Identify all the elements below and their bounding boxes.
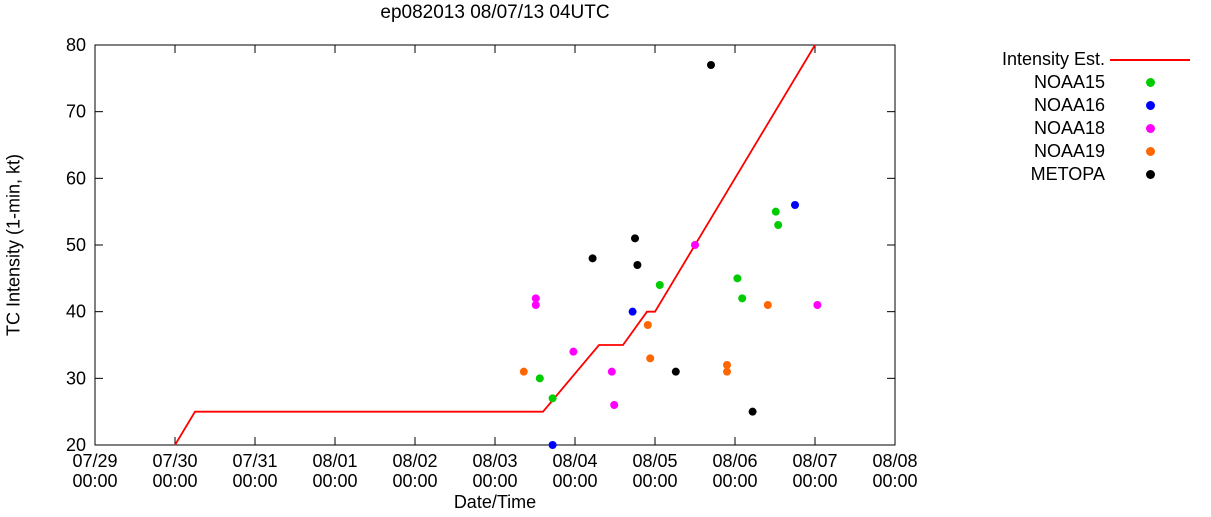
x-tick-label-date: 07/31 [232, 451, 277, 471]
plot-border [94, 44, 896, 446]
x-tick-label-date: 08/08 [872, 451, 917, 471]
scatter-point-noaa18 [610, 401, 619, 409]
y-tick-label: 40 [66, 302, 86, 322]
scatter-point-noaa19 [723, 361, 731, 369]
x-tick-label-date: 08/02 [392, 451, 437, 471]
scatter-point-noaa19 [519, 367, 528, 376]
intensity-line [174, 44, 816, 446]
legend-swatch-area [1105, 147, 1195, 156]
scatter-point-metopa [633, 261, 642, 269]
scatter-point-noaa15 [548, 394, 557, 403]
x-tick-label-time: 00:00 [712, 471, 757, 491]
scatter-point-noaa15 [774, 221, 783, 229]
x-tick-label-date: 07/29 [72, 451, 117, 471]
legend: Intensity Est. NOAA15 NOAA16 NOAA18 NOAA… [975, 48, 1205, 186]
scatter-point-metopa [588, 254, 597, 263]
scatter-point-noaa19 [643, 321, 652, 329]
scatter-point-noaa15 [771, 207, 780, 216]
scatter-point-noaa15 [738, 294, 747, 303]
legend-item-noaa15: NOAA15 [975, 71, 1205, 94]
legend-swatch-area [1105, 101, 1195, 110]
scatter-point-noaa16 [628, 307, 637, 316]
y-tick-label: 20 [66, 435, 86, 455]
magenta-dot-swatch [1145, 124, 1155, 133]
legend-swatch-area [1105, 170, 1195, 179]
legend-label: METOPA [1030, 164, 1105, 184]
x-tick-label-date: 08/06 [712, 451, 757, 471]
legend-swatch-area [1105, 58, 1195, 61]
x-tick-label-time: 00:00 [392, 471, 437, 491]
scatter-point-noaa18 [607, 367, 616, 376]
y-tick-label: 50 [66, 235, 86, 255]
y-tick-label: 70 [66, 102, 86, 122]
x-tick-label-time: 00:00 [632, 471, 677, 491]
legend-swatch-area [1105, 78, 1195, 87]
x-tick-label-time: 00:00 [152, 471, 197, 491]
chart-title: ep082013 08/07/13 04UTC [380, 2, 610, 23]
legend-item-metopa: METOPA [975, 163, 1205, 186]
x-tick-label-date: 08/01 [312, 451, 357, 471]
legend-label: NOAA18 [1033, 118, 1105, 138]
scatter-point-metopa [631, 234, 639, 243]
orange-dot-swatch [1145, 147, 1155, 156]
scatter-point-noaa18 [691, 241, 699, 249]
x-tick-label-time: 00:00 [472, 471, 517, 491]
x-tick-label-time: 00:00 [792, 471, 837, 491]
x-tick-label-time: 00:00 [72, 471, 117, 491]
x-tick-label-date: 07/30 [152, 451, 197, 471]
x-tick-label-date: 08/03 [472, 451, 517, 471]
x-tick-label-time: 00:00 [872, 471, 917, 491]
scatter-point-noaa19 [646, 354, 655, 363]
scatter-point-noaa18 [569, 347, 578, 356]
x-tick-label-date: 08/05 [632, 451, 677, 471]
legend-item-noaa19: NOAA19 [975, 140, 1205, 163]
green-dot-swatch [1145, 78, 1155, 87]
x-tick-label-date: 08/07 [792, 451, 837, 471]
legend-label: NOAA16 [1033, 95, 1105, 115]
y-tick-label: 60 [66, 168, 86, 188]
red-line-swatch [1110, 58, 1190, 61]
scatter-point-noaa19 [723, 367, 731, 376]
scatter-point-noaa19 [763, 301, 772, 309]
scatter-point-noaa15 [733, 274, 742, 283]
legend-label: NOAA15 [1033, 72, 1105, 92]
scatter-point-noaa16 [791, 201, 799, 209]
scatter-point-metopa [671, 367, 680, 376]
scatter-point-noaa15 [655, 281, 664, 289]
scatter-point-metopa [748, 407, 757, 416]
scatter-point-noaa18 [813, 301, 822, 309]
y-tick-label: 30 [66, 368, 86, 388]
x-tick-label-time: 00:00 [312, 471, 357, 491]
x-tick-label-time: 00:00 [552, 471, 597, 491]
blue-dot-swatch [1145, 101, 1155, 110]
legend-item-intensity-est: Intensity Est. [975, 48, 1205, 71]
legend-label: NOAA19 [1033, 141, 1105, 161]
scatter-point-noaa15 [535, 374, 544, 383]
black-dot-swatch [1145, 170, 1155, 179]
legend-swatch-area [1105, 124, 1195, 133]
legend-item-noaa18: NOAA18 [975, 117, 1205, 140]
legend-label: Intensity Est. [1001, 49, 1105, 69]
x-tick-label-date: 08/04 [552, 451, 597, 471]
y-tick-label: 80 [66, 35, 86, 55]
scatter-point-noaa18 [531, 301, 540, 309]
scatter-point-noaa18 [531, 294, 540, 303]
x-tick-label-time: 00:00 [232, 471, 277, 491]
legend-item-noaa16: NOAA16 [975, 94, 1205, 117]
scatter-point-metopa [707, 61, 715, 69]
scatter-point-noaa16 [548, 441, 557, 449]
x-axis-label: Date/Time [453, 492, 537, 512]
